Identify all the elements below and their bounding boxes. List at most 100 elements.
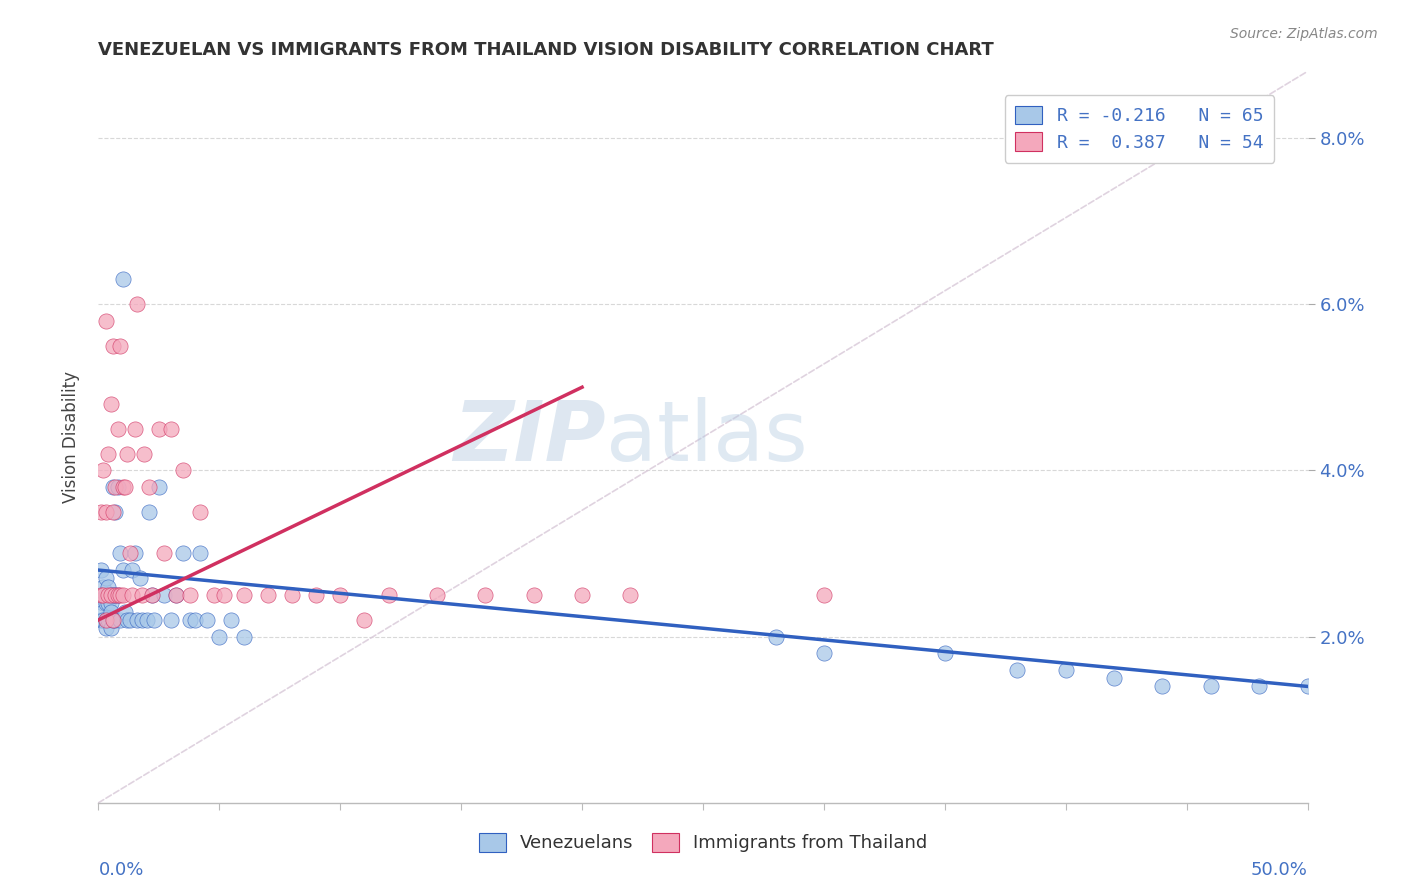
Point [172,546,194,560]
Point [127,297,149,311]
Point [619,588,641,602]
Text: 50.0%: 50.0% [1251,861,1308,879]
Point [141,588,163,602]
Point [1152,680,1174,694]
Point [124,422,146,436]
Point [256,588,278,602]
Point [111,272,134,286]
Point [91,596,114,610]
Point [101,480,124,494]
Point [281,588,304,602]
Point [100,621,122,635]
Point [100,397,122,411]
Point [94,613,117,627]
Point [104,588,127,602]
Point [1102,671,1125,685]
Point [117,447,139,461]
Point [101,613,124,627]
Point [165,588,187,602]
Point [1296,680,1319,694]
Point [172,463,194,477]
Point [104,613,127,627]
Point [97,613,120,627]
Point [90,613,112,627]
Point [108,588,131,602]
Text: VENEZUELAN VS IMMIGRANTS FROM THAILAND VISION DISABILITY CORRELATION CHART: VENEZUELAN VS IMMIGRANTS FROM THAILAND V… [98,41,994,59]
Point [131,613,153,627]
Point [765,630,787,644]
Point [179,613,201,627]
Point [305,588,328,602]
Text: 0.0%: 0.0% [98,861,143,879]
Point [1199,680,1222,694]
Point [148,422,170,436]
Point [134,447,156,461]
Point [94,613,117,627]
Point [138,480,160,494]
Point [100,605,122,619]
Point [118,546,141,560]
Point [208,630,231,644]
Point [104,505,127,519]
Point [934,646,956,660]
Point [107,588,129,602]
Point [91,605,114,619]
Point [165,588,187,602]
Point [1007,663,1029,677]
Point [124,546,146,560]
Point [813,588,835,602]
Point [97,588,120,602]
Point [329,588,352,602]
Point [160,422,183,436]
Point [138,505,160,519]
Point [160,613,183,627]
Point [94,596,117,610]
Point [101,613,124,627]
Point [90,563,112,577]
Point [1249,680,1271,694]
Point [127,613,149,627]
Point [232,588,254,602]
Point [114,480,136,494]
Point [571,588,593,602]
Point [188,546,211,560]
Point [91,613,114,627]
Point [121,563,143,577]
Point [91,580,114,594]
Point [108,613,131,627]
Point [97,596,120,610]
Point [195,613,218,627]
Point [377,588,399,602]
Point [90,505,112,519]
Point [131,588,153,602]
Point [94,588,117,602]
Point [111,563,134,577]
Point [97,447,120,461]
Point [1054,663,1077,677]
Point [94,571,117,585]
Point [90,588,112,602]
Point [813,646,835,660]
Point [108,338,131,352]
Point [91,463,114,477]
Point [104,480,127,494]
Point [474,588,496,602]
Point [121,588,143,602]
Point [152,588,174,602]
Point [148,480,170,494]
Point [232,630,254,644]
Point [101,505,124,519]
Text: ZIP: ZIP [454,397,606,477]
Text: atlas: atlas [606,397,808,477]
Point [135,613,157,627]
Point [141,588,163,602]
Point [184,613,207,627]
Point [111,588,134,602]
Y-axis label: Vision Disability: Vision Disability [62,371,80,503]
Point [426,588,449,602]
Point [107,422,129,436]
Legend: Venezuelans, Immigrants from Thailand: Venezuelans, Immigrants from Thailand [471,826,935,860]
Point [100,588,122,602]
Point [523,588,546,602]
Point [143,613,166,627]
